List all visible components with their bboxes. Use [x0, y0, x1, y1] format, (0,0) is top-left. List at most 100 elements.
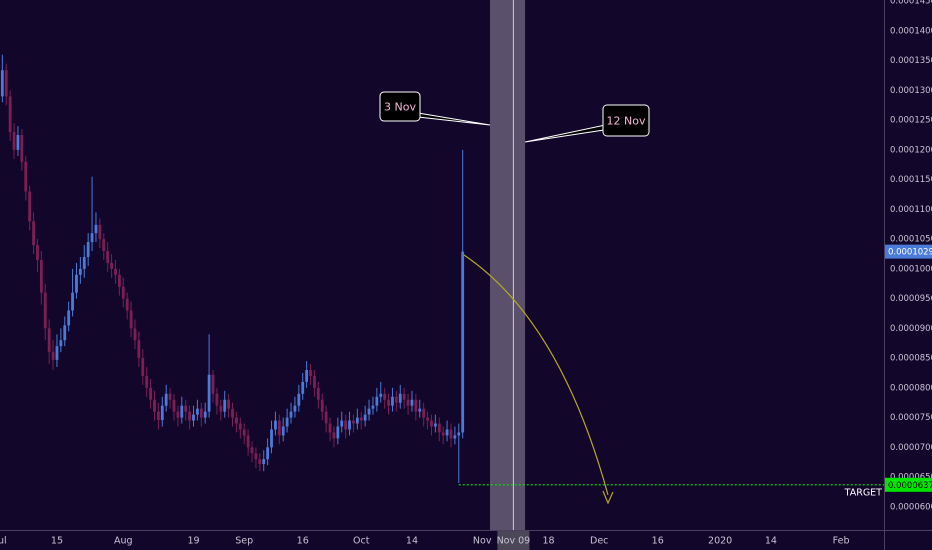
crosshair-label: Nov 09	[497, 536, 531, 547]
candle-body	[199, 408, 203, 418]
candle-body	[156, 411, 160, 420]
candle-body	[94, 224, 98, 234]
candle-body	[149, 387, 152, 400]
candle-body	[141, 358, 145, 376]
candle-body	[160, 405, 164, 420]
candle-body	[277, 420, 281, 436]
y-tick-label: 0.0000800	[890, 383, 932, 393]
y-tick-label: 0.0001150	[890, 175, 932, 185]
candle-body	[117, 274, 121, 287]
candle-body	[297, 393, 301, 406]
target-text: TARGET	[844, 487, 883, 498]
y-tick-label: 0.0001100	[890, 205, 932, 215]
candle-body	[422, 408, 426, 418]
candle-body	[406, 399, 410, 406]
candle-body	[394, 396, 398, 403]
y-tick-label: 0.0001250	[890, 116, 932, 126]
candle-body	[445, 429, 449, 436]
callout-text: 3 Nov	[384, 101, 416, 114]
candle-body	[293, 405, 297, 412]
candle-body	[246, 435, 250, 448]
plot-area: TARGET 3 Nov 12 Nov	[0, 0, 884, 530]
candle-body	[391, 396, 394, 406]
candle-body	[398, 393, 402, 403]
x-tick-label: Nov	[473, 536, 492, 547]
candle-body	[250, 447, 254, 454]
candle-body	[90, 233, 94, 243]
candle-body	[121, 286, 125, 299]
candle-body	[418, 408, 422, 412]
candle-body	[4, 70, 8, 97]
candle-body	[168, 393, 172, 400]
candle-body	[71, 292, 74, 311]
candle-body	[324, 411, 328, 424]
candle-body	[63, 325, 67, 341]
candle-body	[176, 411, 180, 418]
candle-body	[188, 411, 192, 421]
x-tick-label: ul	[0, 536, 7, 547]
candle-body	[359, 417, 363, 421]
y-tick-label: 0.0001200	[890, 145, 932, 155]
candle-body	[8, 96, 12, 133]
candle-body	[328, 423, 332, 433]
target-label: 0.0000637	[888, 481, 932, 491]
candle-body	[55, 346, 59, 360]
y-tick-label: 0.0000850	[890, 354, 932, 364]
candle-body	[274, 420, 277, 430]
candle-body	[86, 242, 90, 257]
candle-body	[192, 414, 195, 421]
candle-body	[78, 268, 82, 275]
candle-body	[414, 399, 418, 412]
candle-body	[195, 408, 199, 415]
candle-body	[36, 245, 39, 260]
candle-body	[51, 352, 55, 360]
y-tick-label: 0.0001050	[890, 235, 932, 245]
candle-body	[285, 417, 289, 427]
candle-body	[114, 268, 117, 275]
candle-body	[453, 435, 457, 439]
candle-body	[371, 405, 375, 409]
candle-body	[235, 417, 238, 424]
candle-body	[133, 328, 137, 341]
candle-body	[383, 393, 387, 400]
overlays	[463, 254, 614, 505]
candle-body	[231, 408, 234, 418]
candle-body	[441, 432, 445, 436]
candle-body	[47, 328, 51, 353]
candle-body	[289, 411, 293, 418]
y-tick-label: 0.0001400	[890, 26, 932, 36]
candle-body	[348, 420, 351, 430]
candle-body	[207, 374, 211, 412]
candle-body	[16, 135, 20, 150]
candle-body	[238, 423, 242, 430]
candle-body	[67, 310, 71, 326]
candle-body	[12, 132, 16, 150]
x-tick-label: 16	[297, 536, 309, 547]
x-tick-label: Sep	[235, 536, 253, 547]
y-tick-label: 0.0001000	[890, 264, 932, 274]
x-tick-label: 14	[406, 536, 418, 547]
callout-pointer	[524, 123, 611, 143]
candle-body	[98, 224, 102, 240]
callout-text: 12 Nov	[607, 115, 646, 128]
candle-body	[433, 423, 437, 427]
candle-body	[363, 414, 367, 421]
x-tick-label: Dec	[590, 536, 608, 547]
candle-body	[320, 399, 324, 412]
candle-body	[254, 453, 258, 460]
date-range-highlight	[489, 0, 526, 530]
candle-body	[340, 420, 344, 427]
candle-body	[426, 417, 429, 421]
candle-body	[102, 239, 106, 252]
y-tick-label: 0.0000600	[890, 502, 932, 512]
callout-box	[602, 104, 650, 137]
candle-body	[316, 387, 320, 400]
candle-body	[437, 423, 441, 433]
y-tick-label: 0.0000700	[890, 443, 932, 453]
candle-body	[59, 340, 63, 347]
y-tick-label: 0.0000950	[890, 294, 932, 304]
y-tick-label: 0.0001450	[890, 0, 932, 7]
candle-body	[379, 393, 383, 397]
